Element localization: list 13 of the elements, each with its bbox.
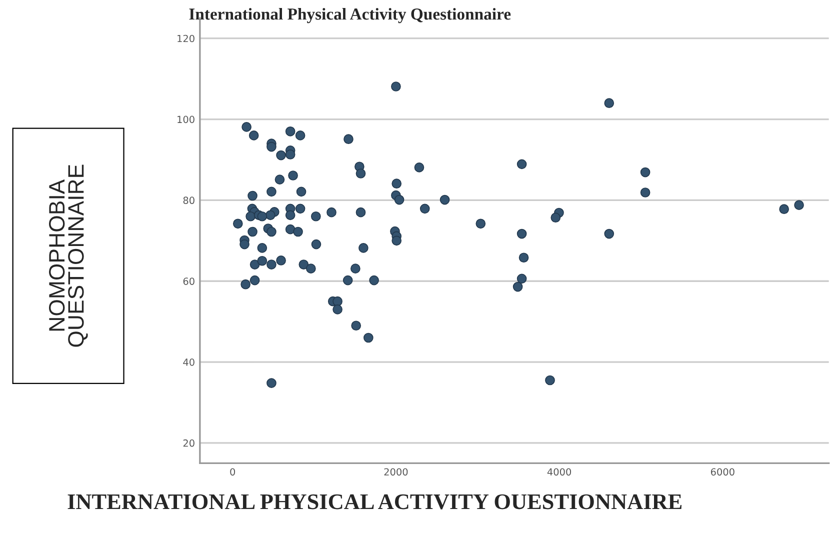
x-axis-title: INTERNATIONAL PHYSICAL ACTIVITY OUESTIONNAIRE — [68, 494, 682, 510]
y-axis-title: NOMOPHOBIA QUESTIONNAIRE — [48, 164, 88, 347]
x-tick-label: 6000 — [710, 468, 734, 476]
y-tick-label: 20 — [183, 439, 194, 447]
y-tick-label: 120 — [178, 34, 194, 42]
y-tick-label: 40 — [183, 358, 194, 366]
y-tick-label: 60 — [183, 278, 194, 285]
y-tick-label: 80 — [183, 196, 194, 204]
x-tick-label: 4000 — [547, 468, 572, 476]
x-tick-label: 2000 — [384, 468, 408, 476]
y-tick-label: 100 — [178, 116, 194, 124]
x-tick-label: 0 — [230, 468, 236, 476]
chart-title: International Physical Activity Questionnaire — [189, 8, 511, 24]
